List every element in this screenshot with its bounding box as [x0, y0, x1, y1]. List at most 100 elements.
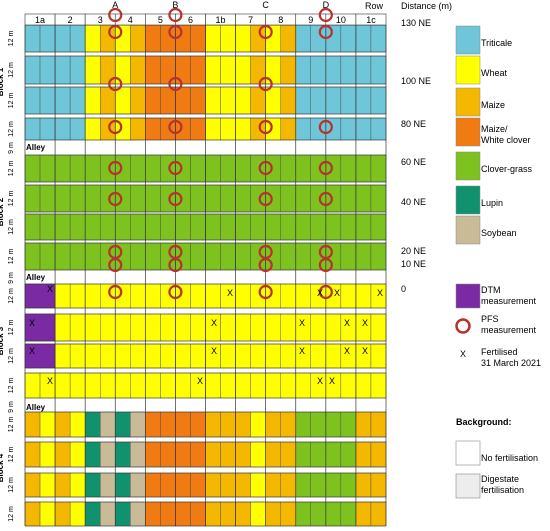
column-label: 5 — [158, 15, 163, 25]
plot-cell — [100, 154, 116, 183]
plot-cell — [160, 184, 176, 213]
plot-cell — [325, 313, 342, 342]
pfs-marker — [258, 119, 273, 135]
plot-cell — [145, 313, 161, 342]
plot-cell — [160, 154, 176, 183]
plot-cell — [235, 86, 251, 115]
plot-cell — [280, 154, 296, 183]
plot-cell — [24, 55, 41, 85]
plot-cell — [130, 283, 146, 309]
plot-cell — [295, 117, 311, 141]
legend-swatch-wheat — [455, 55, 481, 85]
plot-cell — [220, 154, 236, 183]
plot-cell — [265, 501, 281, 527]
plot-cell — [100, 411, 116, 438]
plot-cell — [295, 24, 311, 53]
plot-cell — [24, 242, 41, 271]
plot-cell — [100, 184, 116, 213]
plot-cell — [130, 213, 146, 241]
plot-cell — [190, 55, 206, 85]
plot-cell — [130, 154, 146, 183]
plot-cell — [220, 313, 236, 342]
fertilised-mark: X — [227, 288, 233, 298]
pfs-point-label: C — [262, 0, 269, 10]
plot-cell — [280, 283, 296, 309]
plot-cell — [130, 472, 146, 498]
plot-cell — [280, 501, 296, 527]
plot-cell — [205, 86, 221, 115]
plot-cell — [190, 24, 206, 53]
pfs-marker — [168, 257, 183, 273]
plot-cell — [84, 24, 101, 53]
plot-cell — [310, 472, 327, 498]
pfs-marker — [168, 160, 183, 176]
plot-cell — [39, 213, 56, 241]
plot-cell — [175, 411, 191, 438]
plot-cell — [340, 86, 357, 115]
pfs-marker — [258, 160, 273, 176]
plot-cell — [325, 343, 342, 369]
plot-cell — [24, 86, 41, 115]
plot-cell — [220, 372, 236, 399]
plot-cell — [265, 86, 281, 115]
plot-cell — [130, 441, 146, 468]
plot-cell — [280, 343, 296, 369]
plot-cell — [39, 472, 56, 498]
pfs-point-label: B — [172, 0, 178, 10]
plot-cell — [370, 86, 387, 115]
plot-cell — [310, 213, 327, 241]
row-width-label: 12 m — [8, 320, 15, 336]
row-width-label: 12 m — [8, 31, 15, 47]
plot-cell — [115, 472, 131, 498]
pfs-marker — [258, 24, 273, 40]
column-label: 7 — [248, 15, 253, 25]
legend-label-dtm: DTM measurement — [481, 285, 537, 306]
plot-cell — [69, 213, 86, 241]
distance-label: 130 NE — [401, 18, 431, 28]
plot-cell — [280, 242, 296, 271]
column-label: 2 — [68, 15, 73, 25]
plot-cell — [340, 411, 357, 438]
distance-label: 80 NE — [401, 119, 426, 129]
pfs-point-label: D — [323, 0, 330, 10]
plot-cell — [69, 441, 86, 468]
block-label: Block 1 — [0, 67, 5, 96]
plot-cell — [280, 184, 296, 213]
plot-cell — [100, 86, 116, 115]
plot-cell — [325, 154, 342, 183]
plot-cell — [24, 24, 41, 53]
row-width-label: 12 m — [8, 378, 15, 394]
plot-cell — [325, 213, 342, 241]
plot-cell — [84, 501, 101, 527]
plot-cell — [145, 24, 161, 53]
plot-cell — [190, 117, 206, 141]
plot-cell — [355, 372, 372, 399]
plot-cell — [205, 283, 221, 309]
plot-cell — [115, 411, 131, 438]
legend-swatch-lupin — [455, 185, 481, 215]
plot-cell — [24, 117, 41, 141]
plot-cell — [190, 184, 206, 213]
plot-cell — [370, 55, 387, 85]
plot-cell — [295, 501, 311, 527]
plot-cell — [84, 242, 101, 271]
plot-cell — [100, 213, 116, 241]
legend-swatch-digestate — [455, 473, 481, 499]
plot-cell — [175, 213, 191, 241]
legend-label-lupin: Lupin — [481, 198, 503, 208]
plot-cell — [160, 472, 176, 498]
plot-cell — [355, 184, 372, 213]
plot-cell — [190, 154, 206, 183]
fertilised-mark: X — [211, 318, 217, 328]
plot-cell — [145, 242, 161, 271]
plot-cell — [325, 55, 342, 85]
plot-cell — [160, 213, 176, 241]
legend-swatch-maize_white_clover — [455, 117, 481, 147]
column-label: 3 — [98, 15, 103, 25]
row-width-label: 12 m — [8, 417, 15, 433]
block-label: Block 4 — [0, 453, 5, 482]
plot-cell — [24, 441, 41, 468]
plot-cell — [355, 411, 372, 438]
row-header-label: Row — [365, 1, 384, 11]
distance-label: 40 NE — [401, 197, 426, 207]
